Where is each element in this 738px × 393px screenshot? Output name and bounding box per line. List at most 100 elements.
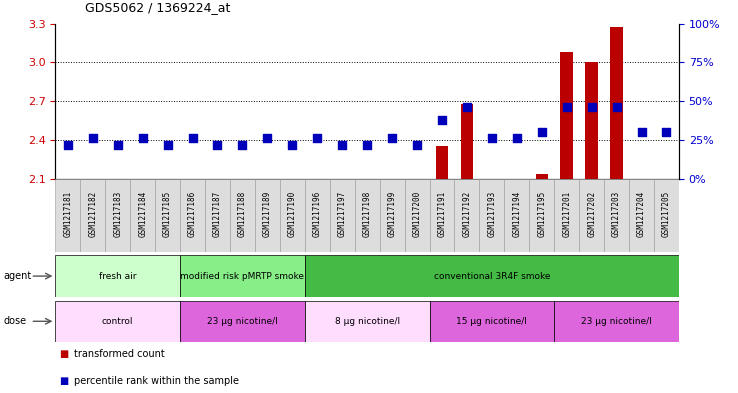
Point <box>261 135 273 141</box>
Bar <box>504 179 529 252</box>
Text: GSM1217182: GSM1217182 <box>89 191 97 237</box>
Text: GSM1217203: GSM1217203 <box>612 191 621 237</box>
Bar <box>455 179 480 252</box>
Bar <box>305 255 679 297</box>
Text: GSM1217200: GSM1217200 <box>413 191 421 237</box>
Text: agent: agent <box>4 271 32 281</box>
Point <box>286 141 298 148</box>
Bar <box>610 28 623 179</box>
Point <box>187 135 199 141</box>
Point <box>236 141 248 148</box>
Point <box>561 104 573 110</box>
Text: GSM1217188: GSM1217188 <box>238 191 247 237</box>
Bar <box>305 301 430 342</box>
Text: 23 μg nicotine/l: 23 μg nicotine/l <box>207 317 277 326</box>
Text: dose: dose <box>4 316 27 326</box>
Text: GSM1217198: GSM1217198 <box>362 191 372 237</box>
Text: GSM1217187: GSM1217187 <box>213 191 222 237</box>
Point <box>137 135 148 141</box>
Text: GSM1217199: GSM1217199 <box>387 191 396 237</box>
Bar <box>180 301 305 342</box>
Bar <box>529 179 554 252</box>
Bar <box>330 179 355 252</box>
Point <box>386 135 398 141</box>
Bar <box>579 179 604 252</box>
Text: GSM1217194: GSM1217194 <box>512 191 521 237</box>
Bar <box>629 179 654 252</box>
Point <box>87 135 99 141</box>
Bar <box>430 301 554 342</box>
Bar <box>180 179 205 252</box>
Point <box>62 141 74 148</box>
Text: GSM1217192: GSM1217192 <box>463 191 472 237</box>
Bar <box>554 179 579 252</box>
Text: GSM1217195: GSM1217195 <box>537 191 546 237</box>
Bar <box>106 179 130 252</box>
Point <box>212 141 224 148</box>
Bar <box>554 301 679 342</box>
Text: ■: ■ <box>59 349 69 359</box>
Text: GSM1217201: GSM1217201 <box>562 191 571 237</box>
Text: transformed count: transformed count <box>74 349 165 359</box>
Point <box>610 104 622 110</box>
Text: GSM1217183: GSM1217183 <box>113 191 123 237</box>
Bar <box>80 179 106 252</box>
Bar <box>604 179 629 252</box>
Bar <box>355 179 379 252</box>
Text: 23 μg nicotine/l: 23 μg nicotine/l <box>582 317 652 326</box>
Bar <box>155 179 180 252</box>
Point <box>436 117 448 123</box>
Text: GDS5062 / 1369224_at: GDS5062 / 1369224_at <box>85 1 230 14</box>
Point <box>635 129 647 135</box>
Text: GSM1217189: GSM1217189 <box>263 191 272 237</box>
Bar <box>205 179 230 252</box>
Text: control: control <box>102 317 134 326</box>
Text: GSM1217186: GSM1217186 <box>188 191 197 237</box>
Bar <box>55 179 80 252</box>
Point <box>536 129 548 135</box>
Point <box>461 104 473 110</box>
Text: conventional 3R4F smoke: conventional 3R4F smoke <box>434 272 550 281</box>
Bar <box>305 179 330 252</box>
Bar <box>379 179 404 252</box>
Bar <box>180 255 305 297</box>
Point <box>511 135 523 141</box>
Point <box>311 135 323 141</box>
Text: fresh air: fresh air <box>99 272 137 281</box>
Bar <box>461 104 473 179</box>
Point <box>162 141 173 148</box>
Text: percentile rank within the sample: percentile rank within the sample <box>74 376 239 386</box>
Text: 15 μg nicotine/l: 15 μg nicotine/l <box>456 317 528 326</box>
Text: GSM1217184: GSM1217184 <box>138 191 147 237</box>
Bar <box>435 147 448 179</box>
Point <box>586 104 598 110</box>
Point <box>337 141 348 148</box>
Text: GSM1217191: GSM1217191 <box>438 191 446 237</box>
Bar <box>585 62 598 179</box>
Bar <box>255 179 280 252</box>
Point <box>411 141 423 148</box>
Text: modified risk pMRTP smoke: modified risk pMRTP smoke <box>180 272 305 281</box>
Text: GSM1217190: GSM1217190 <box>288 191 297 237</box>
Bar <box>280 179 305 252</box>
Text: ■: ■ <box>59 376 69 386</box>
Text: GSM1217196: GSM1217196 <box>313 191 322 237</box>
Point <box>661 129 672 135</box>
Bar <box>480 179 504 252</box>
Bar <box>55 301 180 342</box>
Bar <box>130 179 155 252</box>
Bar <box>404 179 430 252</box>
Text: GSM1217204: GSM1217204 <box>637 191 646 237</box>
Bar <box>55 255 180 297</box>
Bar <box>560 52 573 179</box>
Text: 8 μg nicotine/l: 8 μg nicotine/l <box>334 317 400 326</box>
Text: GSM1217205: GSM1217205 <box>662 191 671 237</box>
Bar <box>430 179 455 252</box>
Point <box>486 135 497 141</box>
Bar <box>536 174 548 179</box>
Bar <box>654 179 679 252</box>
Bar <box>230 179 255 252</box>
Text: GSM1217193: GSM1217193 <box>487 191 497 237</box>
Point <box>361 141 373 148</box>
Text: GSM1217202: GSM1217202 <box>587 191 596 237</box>
